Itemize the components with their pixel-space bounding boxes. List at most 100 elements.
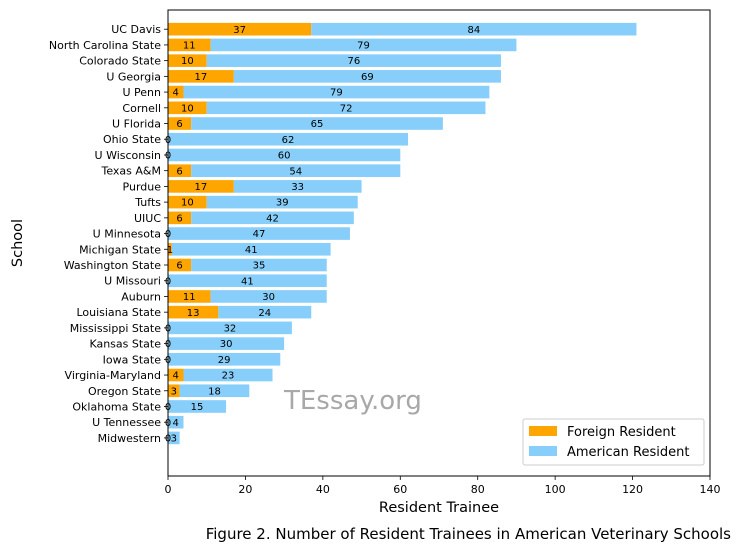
y-tick-label: Tufts bbox=[134, 196, 161, 209]
bar-foreign bbox=[168, 117, 192, 130]
x-tick-label: 140 bbox=[700, 483, 721, 496]
bar-label-foreign: 11 bbox=[183, 41, 196, 52]
bar-label-foreign: 13 bbox=[187, 308, 200, 319]
bar-foreign bbox=[168, 54, 207, 67]
bar-label-american: 30 bbox=[220, 339, 233, 350]
y-tick-label: Washington State bbox=[64, 259, 161, 272]
y-tick-label: Cornell bbox=[122, 102, 161, 115]
bar-foreign bbox=[168, 258, 192, 272]
bar-label-american: 39 bbox=[276, 198, 289, 209]
bar-label-foreign: 1 bbox=[167, 245, 173, 256]
bar-american bbox=[179, 384, 250, 398]
bar-foreign bbox=[168, 195, 207, 209]
bar-american bbox=[311, 22, 637, 36]
x-tick-label: 100 bbox=[545, 483, 566, 496]
bar-label-american: 30 bbox=[262, 292, 275, 303]
legend-swatch-american bbox=[529, 446, 557, 456]
bar-foreign bbox=[168, 101, 207, 115]
y-tick-label: Michigan State bbox=[79, 243, 161, 256]
bar-american bbox=[206, 54, 501, 67]
y-tick-label: Virginia-Maryland bbox=[65, 369, 161, 382]
y-tick-label: UIUC bbox=[134, 212, 161, 225]
bar-american bbox=[168, 274, 327, 288]
bar-american bbox=[168, 337, 285, 350]
y-tick-label: Midwestern bbox=[98, 432, 161, 445]
bar-label-foreign: 4 bbox=[173, 371, 179, 382]
bars-layer bbox=[168, 22, 637, 445]
legend-box bbox=[522, 418, 705, 466]
bar-label-american: 41 bbox=[241, 276, 254, 287]
y-tick-label: Iowa State bbox=[103, 353, 162, 366]
y-axis-ticks: UC Davis North Carolina State Colorado Sta… bbox=[49, 23, 168, 445]
bar-label-foreign: 4 bbox=[173, 88, 179, 99]
x-axis-ticks: 0 20 40 60 80 100 120 140 bbox=[165, 476, 721, 496]
bar-label-american: 42 bbox=[266, 213, 279, 224]
bar-american bbox=[183, 368, 273, 382]
bar-american bbox=[168, 400, 227, 413]
plot-frame bbox=[167, 9, 711, 477]
y-axis-title: School bbox=[10, 219, 26, 267]
bar-label-foreign: 17 bbox=[195, 72, 208, 83]
bar-label-foreign: 10 bbox=[181, 56, 194, 67]
bar-american bbox=[168, 227, 350, 240]
bar-label-american: 62 bbox=[282, 135, 295, 146]
bar-label-american: 60 bbox=[278, 151, 291, 162]
y-tick-label: Colorado State bbox=[79, 55, 161, 68]
bar-american bbox=[168, 353, 281, 366]
bar-label-american: 33 bbox=[291, 182, 304, 193]
bar-american bbox=[168, 415, 184, 429]
bar-label-american: 3 bbox=[171, 434, 177, 445]
bar-foreign bbox=[168, 38, 211, 52]
bar-label-foreign: 6 bbox=[176, 213, 182, 224]
bar-foreign bbox=[168, 85, 184, 99]
x-axis-title: Resident Trainee bbox=[379, 500, 499, 516]
bar-label-foreign: 10 bbox=[181, 198, 194, 209]
legend-label-foreign: Foreign Resident bbox=[567, 425, 676, 440]
x-tick-label: 0 bbox=[165, 483, 172, 496]
bar-american bbox=[210, 290, 327, 303]
y-tick-label: U Penn bbox=[123, 86, 162, 99]
bar-label-foreign: 37 bbox=[233, 25, 246, 36]
bar-foreign bbox=[168, 70, 234, 83]
bar-american bbox=[191, 117, 443, 130]
bar-label-american: 32 bbox=[224, 323, 237, 334]
y-tick-label: Purdue bbox=[123, 180, 162, 193]
bar-american bbox=[183, 85, 490, 99]
bar-foreign bbox=[168, 384, 180, 398]
bar-label-american: 69 bbox=[361, 72, 374, 83]
bar-label-foreign: 3 bbox=[171, 386, 177, 397]
bar-label-american: 47 bbox=[253, 229, 266, 240]
y-tick-label: North Carolina State bbox=[49, 39, 161, 52]
bar-foreign bbox=[168, 164, 192, 177]
bar-american bbox=[191, 258, 327, 272]
bar-american bbox=[218, 305, 312, 319]
bar-label-foreign: 10 bbox=[181, 103, 194, 114]
bar-label-american: 79 bbox=[330, 88, 343, 99]
bar-label-american: 15 bbox=[191, 402, 204, 413]
bar-american bbox=[168, 321, 292, 335]
y-tick-label: Oklahoma State bbox=[72, 400, 161, 413]
bar-foreign bbox=[168, 305, 219, 319]
y-tick-label: Mississippi State bbox=[70, 322, 161, 335]
bar-label-american: 54 bbox=[289, 166, 302, 177]
bar-label-american: 35 bbox=[253, 261, 266, 272]
bar-label-american: 23 bbox=[222, 371, 235, 382]
bar-foreign bbox=[168, 22, 312, 36]
y-tick-label: Ohio State bbox=[103, 133, 161, 146]
bar-foreign bbox=[168, 180, 234, 193]
y-tick-label: Texas A&M bbox=[101, 165, 162, 178]
bar-foreign bbox=[168, 242, 172, 256]
bar-label-american: 24 bbox=[258, 308, 271, 319]
y-tick-label: U Missouri bbox=[104, 275, 161, 288]
bar-american bbox=[233, 70, 501, 83]
bar-foreign bbox=[168, 211, 192, 225]
bar-label-foreign: 6 bbox=[176, 119, 182, 130]
bar-american bbox=[168, 431, 180, 445]
y-tick-label: U Minnesota bbox=[93, 228, 161, 241]
bar-label-american: 18 bbox=[208, 386, 221, 397]
bar-label-foreign: 17 bbox=[195, 182, 208, 193]
bar-label-american: 29 bbox=[218, 355, 231, 366]
y-tick-label: Oregon State bbox=[88, 385, 161, 398]
figure-caption-text: Figure 2. Number of Resident Trainees in… bbox=[205, 525, 731, 543]
